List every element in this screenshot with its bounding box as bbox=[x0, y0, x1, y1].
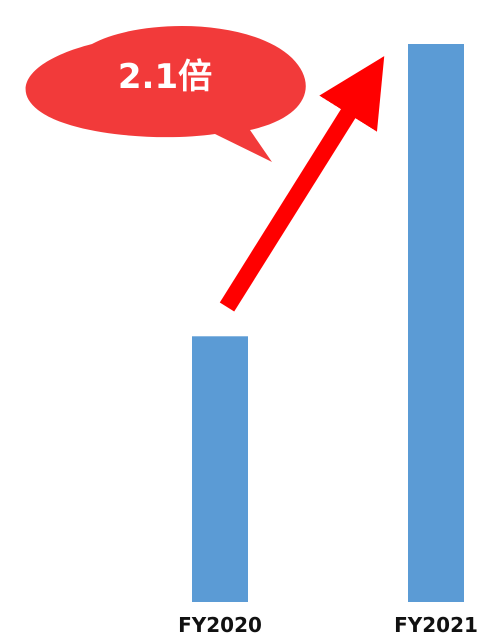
callout-bubble: 2.1倍 bbox=[25, 25, 306, 162]
growth-arrow bbox=[219, 56, 385, 312]
bar-fy2021 bbox=[408, 44, 464, 602]
category-label-fy2021: FY2021 bbox=[394, 613, 478, 637]
bars-group bbox=[192, 44, 464, 602]
callout-text: 2.1倍 bbox=[118, 57, 212, 97]
bar-fy2020 bbox=[192, 336, 248, 602]
callout-bubble-shape bbox=[25, 25, 306, 162]
category-label-fy2020: FY2020 bbox=[178, 613, 262, 637]
category-labels: FY2020 FY2021 bbox=[178, 613, 478, 637]
